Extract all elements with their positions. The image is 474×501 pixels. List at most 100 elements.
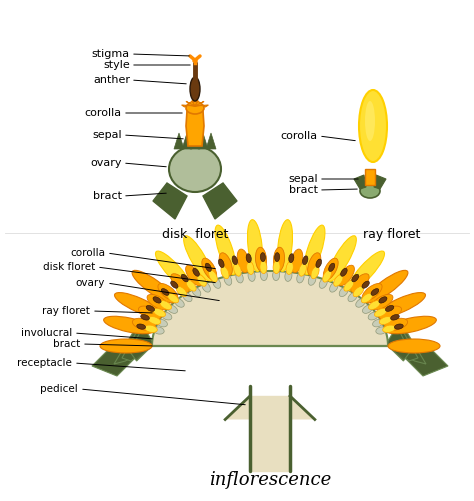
Ellipse shape: [147, 295, 168, 310]
Ellipse shape: [328, 236, 356, 282]
Ellipse shape: [308, 275, 316, 285]
Ellipse shape: [308, 253, 321, 276]
Ellipse shape: [115, 293, 163, 317]
Ellipse shape: [236, 272, 243, 283]
Ellipse shape: [145, 325, 157, 333]
Ellipse shape: [221, 267, 229, 279]
Ellipse shape: [273, 247, 284, 271]
Text: receptacle: receptacle: [17, 358, 72, 368]
Ellipse shape: [260, 270, 267, 281]
Ellipse shape: [209, 270, 217, 282]
Ellipse shape: [169, 146, 221, 192]
Ellipse shape: [334, 275, 343, 286]
Ellipse shape: [286, 262, 293, 275]
Ellipse shape: [160, 301, 172, 310]
Ellipse shape: [316, 259, 321, 268]
Ellipse shape: [137, 324, 146, 329]
Text: bract: bract: [53, 339, 80, 349]
Ellipse shape: [384, 318, 408, 331]
Ellipse shape: [190, 77, 200, 101]
Ellipse shape: [319, 278, 328, 289]
Text: corolla: corolla: [85, 108, 122, 118]
Ellipse shape: [193, 268, 200, 276]
Polygon shape: [206, 133, 216, 149]
Polygon shape: [225, 396, 315, 419]
Ellipse shape: [162, 312, 172, 320]
Text: ovary: ovary: [76, 278, 105, 288]
Ellipse shape: [385, 316, 437, 334]
Ellipse shape: [339, 287, 348, 297]
Polygon shape: [195, 101, 204, 106]
Ellipse shape: [232, 256, 237, 265]
Ellipse shape: [104, 316, 155, 334]
Ellipse shape: [297, 272, 304, 283]
Text: ray floret: ray floret: [42, 306, 90, 316]
Text: pedicel: pedicel: [40, 384, 78, 394]
Ellipse shape: [161, 289, 169, 296]
Ellipse shape: [372, 295, 393, 310]
Ellipse shape: [311, 267, 319, 279]
Polygon shape: [122, 326, 152, 361]
Polygon shape: [186, 106, 204, 146]
Text: corolla: corolla: [281, 131, 318, 141]
Ellipse shape: [329, 282, 338, 292]
Ellipse shape: [302, 256, 308, 265]
Ellipse shape: [224, 275, 232, 285]
Ellipse shape: [338, 265, 355, 286]
Ellipse shape: [363, 305, 373, 314]
Ellipse shape: [248, 271, 255, 282]
Ellipse shape: [246, 254, 251, 263]
Ellipse shape: [379, 317, 392, 325]
Text: inflorescence: inflorescence: [209, 471, 331, 489]
Polygon shape: [203, 183, 237, 219]
Ellipse shape: [153, 327, 164, 334]
Ellipse shape: [246, 262, 254, 275]
Ellipse shape: [219, 253, 232, 276]
Text: bract: bract: [289, 185, 318, 195]
Text: sepal: sepal: [288, 174, 318, 184]
Polygon shape: [388, 326, 410, 361]
Ellipse shape: [132, 318, 156, 331]
Polygon shape: [130, 326, 152, 361]
Ellipse shape: [360, 184, 380, 198]
Ellipse shape: [273, 270, 280, 281]
Ellipse shape: [205, 263, 211, 272]
Ellipse shape: [374, 309, 387, 317]
Ellipse shape: [247, 219, 263, 272]
Ellipse shape: [202, 258, 217, 280]
Ellipse shape: [361, 293, 373, 303]
Ellipse shape: [176, 287, 187, 297]
Ellipse shape: [365, 271, 408, 303]
Polygon shape: [403, 348, 448, 376]
Ellipse shape: [234, 264, 241, 276]
Ellipse shape: [299, 264, 306, 276]
Ellipse shape: [285, 271, 292, 282]
Ellipse shape: [174, 299, 184, 307]
Ellipse shape: [192, 287, 201, 297]
Ellipse shape: [379, 297, 387, 303]
Ellipse shape: [353, 287, 364, 297]
Ellipse shape: [385, 306, 394, 311]
Polygon shape: [198, 133, 208, 149]
Ellipse shape: [167, 305, 177, 314]
Ellipse shape: [154, 309, 165, 317]
Text: bract: bract: [93, 191, 122, 201]
Ellipse shape: [215, 225, 236, 275]
Polygon shape: [388, 326, 418, 361]
Ellipse shape: [373, 319, 383, 327]
Polygon shape: [190, 133, 200, 149]
Ellipse shape: [348, 293, 357, 302]
Ellipse shape: [304, 225, 325, 275]
Ellipse shape: [274, 253, 280, 262]
Ellipse shape: [138, 306, 161, 320]
Ellipse shape: [348, 251, 384, 291]
Text: sepal: sepal: [92, 130, 122, 140]
Ellipse shape: [237, 249, 249, 273]
Text: involucral: involucral: [21, 328, 72, 338]
Ellipse shape: [141, 315, 149, 320]
Polygon shape: [388, 326, 426, 364]
Ellipse shape: [183, 293, 192, 302]
Ellipse shape: [186, 265, 202, 286]
Ellipse shape: [391, 315, 399, 320]
Ellipse shape: [351, 274, 369, 293]
